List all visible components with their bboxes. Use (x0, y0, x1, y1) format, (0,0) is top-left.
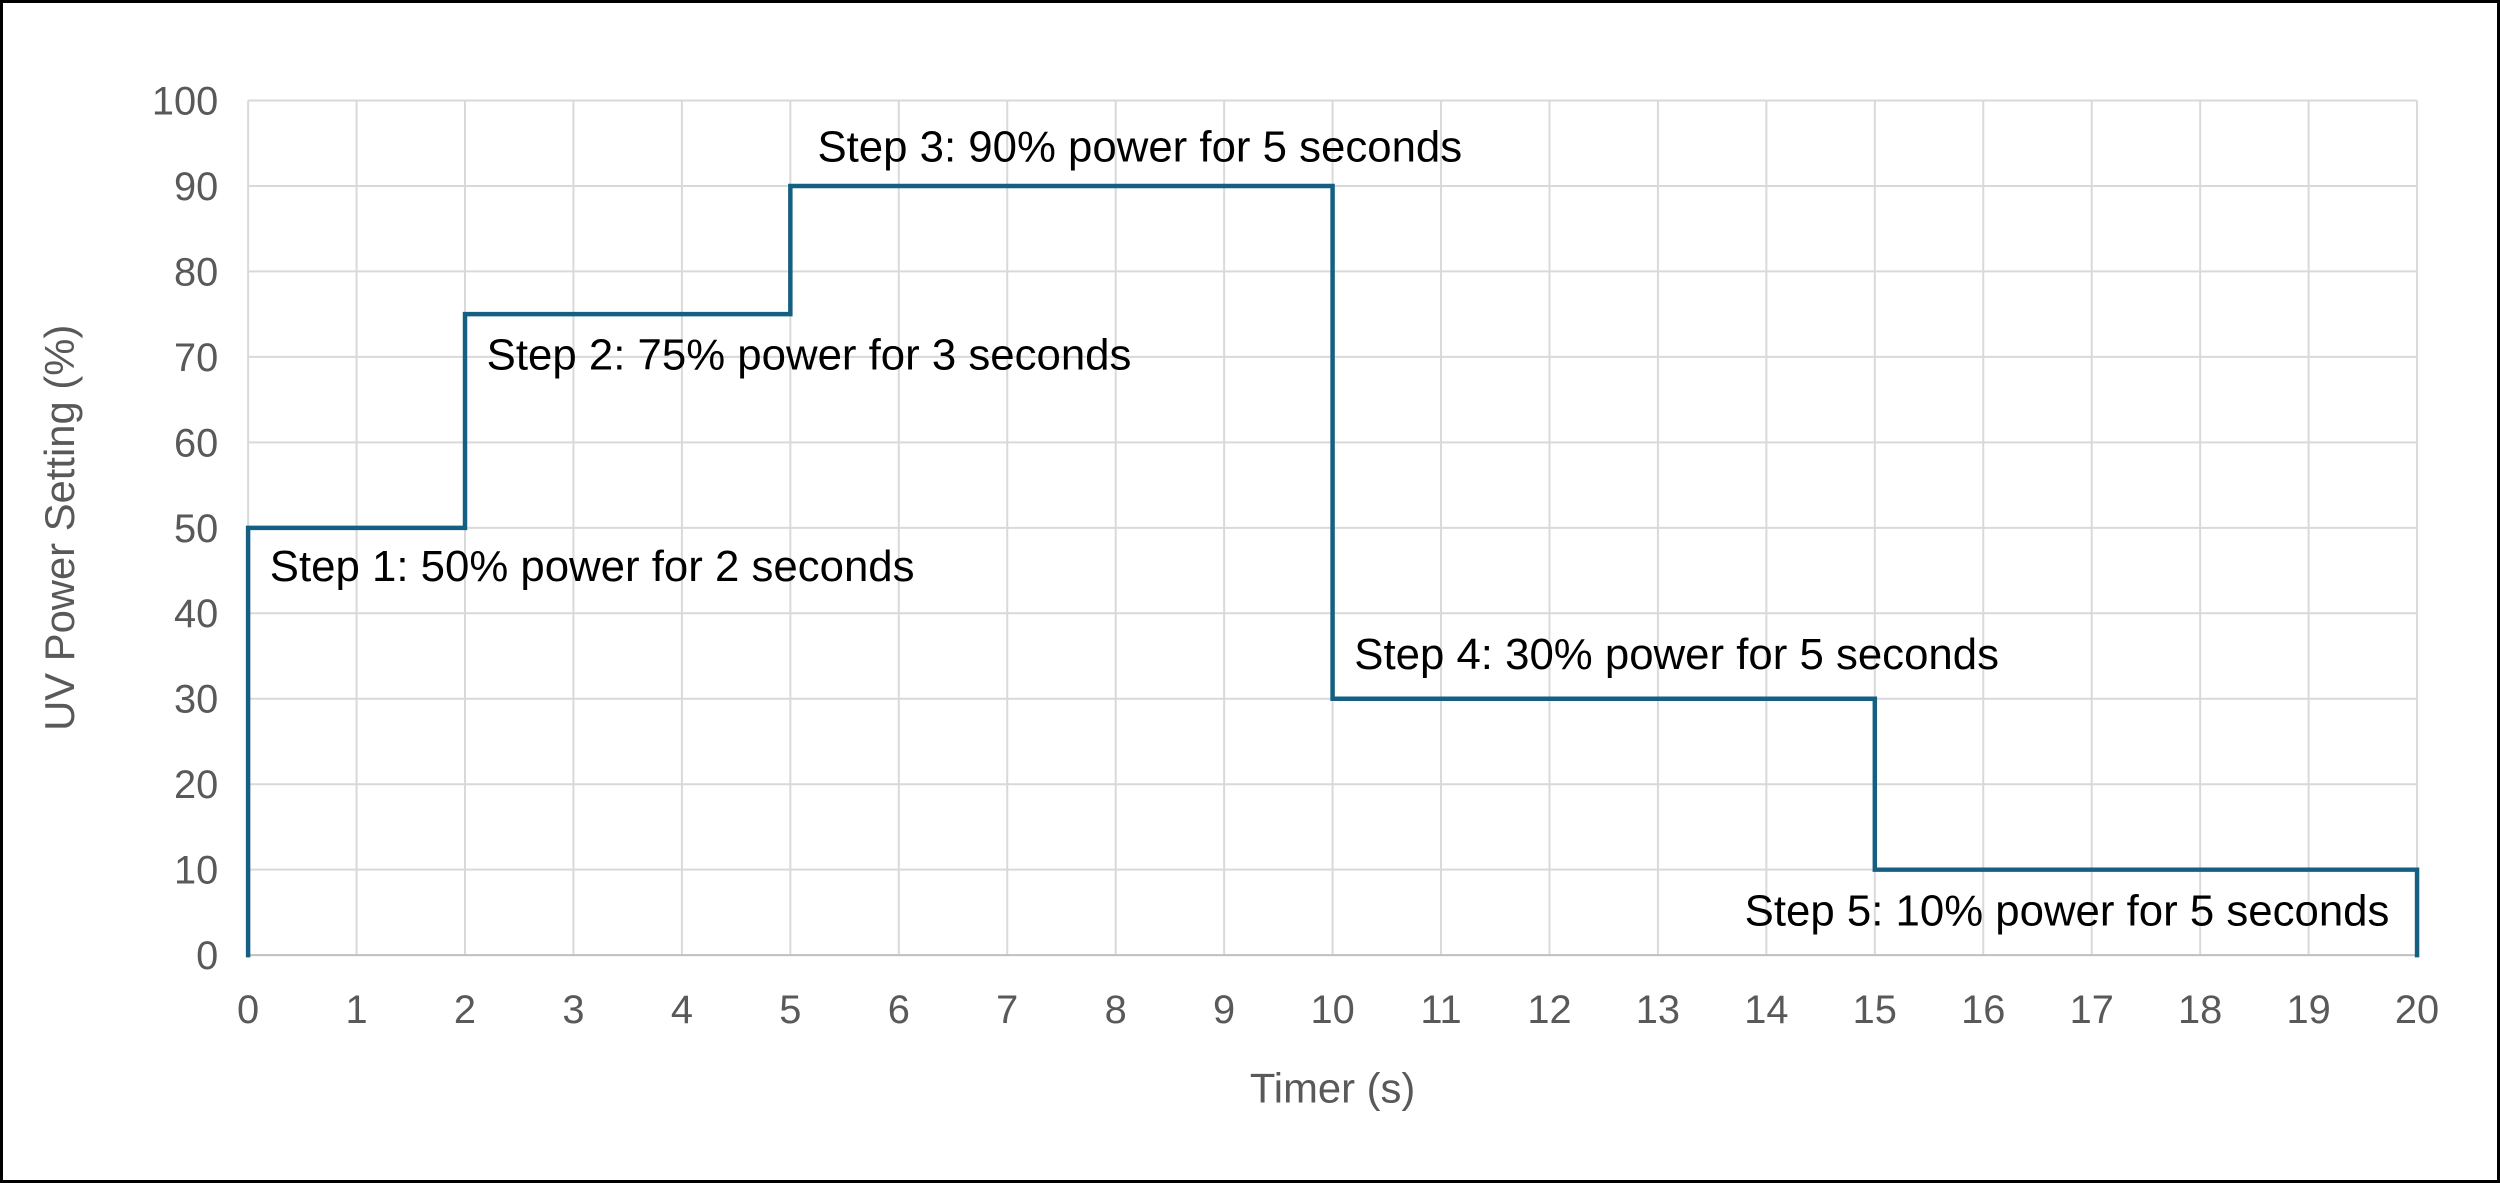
x-tick-label: 4 (671, 988, 693, 1032)
y-tick-label: 80 (174, 250, 218, 294)
x-tick-label: 12 (1527, 988, 1571, 1032)
x-tick-label: 16 (1961, 988, 2005, 1032)
x-axis-title: Timer (s) (1250, 1064, 1415, 1111)
x-tick-label: 0 (237, 988, 259, 1032)
x-tick-label: 7 (996, 988, 1018, 1032)
x-tick-label: 13 (1636, 988, 1680, 1032)
x-tick-label: 9 (1213, 988, 1235, 1032)
x-tick-label: 2 (454, 988, 476, 1032)
y-tick-label: 60 (174, 421, 218, 465)
x-tick-label: 8 (1105, 988, 1127, 1032)
x-tick-label: 17 (2070, 988, 2114, 1032)
y-tick-label: 20 (174, 763, 218, 807)
x-tick-label: 5 (779, 988, 801, 1032)
y-tick-label: 100 (152, 79, 218, 123)
step-annotation: Step 3: 90% power for 5 seconds (817, 123, 1462, 172)
y-axis-title: UV Power Setting (%) (36, 325, 83, 731)
x-tick-label: 15 (1853, 988, 1897, 1032)
y-tick-label: 70 (174, 336, 218, 380)
y-tick-label: 40 (174, 592, 218, 636)
x-tick-label: 11 (1420, 988, 1461, 1032)
y-tick-label: 10 (174, 849, 218, 893)
x-tick-label: 20 (2395, 988, 2439, 1032)
step-annotation: Step 5: 10% power for 5 seconds (1745, 887, 2390, 936)
x-tick-label: 10 (1310, 988, 1354, 1032)
step-annotation: Step 1: 50% power for 2 seconds (270, 542, 915, 591)
power-step-line (245, 183, 2420, 958)
x-tick-label: 3 (562, 988, 584, 1032)
step-annotation: Step 2: 75% power for 3 seconds (487, 330, 1132, 379)
x-tick-label: 14 (1744, 988, 1788, 1032)
x-tick-label: 18 (2178, 988, 2222, 1032)
x-tick-label: 6 (888, 988, 910, 1032)
y-tick-label: 50 (174, 507, 218, 551)
x-tick-label: 19 (2286, 988, 2330, 1032)
x-tick-label: 1 (345, 988, 367, 1032)
y-tick-label: 0 (196, 934, 218, 978)
y-tick-label: 30 (174, 678, 218, 722)
step-annotations: Step 1: 50% power for 2 seconds Step 2: 7… (270, 123, 2390, 936)
step-annotation: Step 4: 30% power for 5 seconds (1354, 630, 1999, 679)
y-tick-label: 90 (174, 165, 218, 209)
